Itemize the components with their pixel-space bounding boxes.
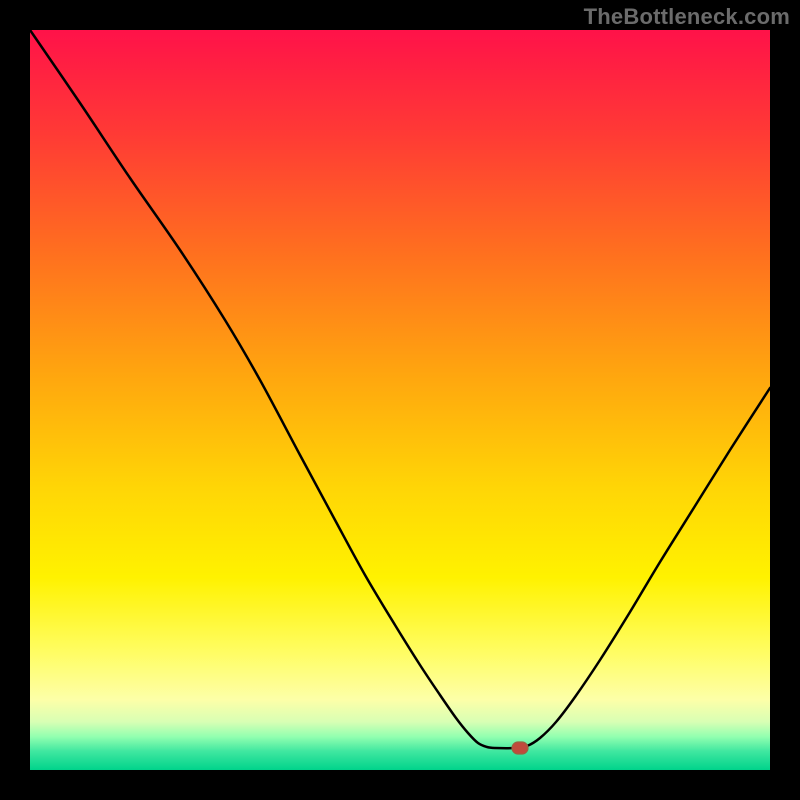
chart-stage: TheBottleneck.com	[0, 0, 800, 800]
curve-minimum-marker	[512, 742, 528, 754]
bottleneck-chart	[0, 0, 800, 800]
watermark-label: TheBottleneck.com	[584, 4, 790, 30]
plot-background	[30, 30, 770, 770]
